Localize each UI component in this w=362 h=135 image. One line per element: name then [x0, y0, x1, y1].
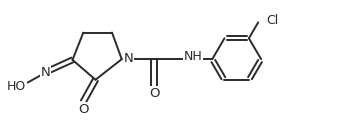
Text: N: N — [40, 66, 50, 79]
Text: O: O — [149, 87, 159, 100]
Text: O: O — [78, 103, 89, 116]
Text: Cl: Cl — [266, 14, 278, 27]
Text: N: N — [123, 52, 133, 65]
Text: NH: NH — [184, 50, 202, 63]
Text: HO: HO — [7, 80, 26, 93]
